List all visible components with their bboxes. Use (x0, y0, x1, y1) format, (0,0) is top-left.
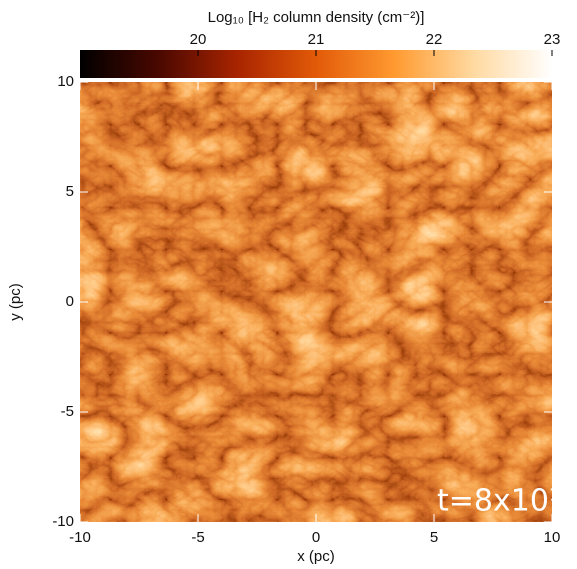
x-tick-label: 0 (312, 529, 320, 546)
colorbar-tick-label: 23 (544, 31, 561, 48)
x-tick-label: -10 (69, 529, 91, 546)
y-tick-label: 0 (66, 293, 74, 310)
colorbar-tick-label: 20 (190, 31, 207, 48)
x-tick-label: -5 (191, 529, 204, 546)
y-axis-label: y (pc) (7, 283, 24, 321)
time-annotation: t=8x10¹³s (437, 484, 577, 519)
colorbar-tick-label: 21 (308, 31, 325, 48)
density-map (80, 82, 552, 522)
y-tick-label: 5 (66, 183, 74, 200)
y-tick-label: -5 (61, 403, 74, 420)
y-tick-label: 10 (57, 73, 74, 90)
x-tick-label: 5 (430, 529, 438, 546)
x-tick-label: 10 (544, 529, 561, 546)
colorbar-label: Log₁₀ [H₂ column density (cm⁻²)] (208, 9, 425, 26)
x-axis-label: x (pc) (297, 548, 335, 565)
colorbar-tick-label: 22 (426, 31, 443, 48)
y-tick-label: -10 (52, 513, 74, 530)
